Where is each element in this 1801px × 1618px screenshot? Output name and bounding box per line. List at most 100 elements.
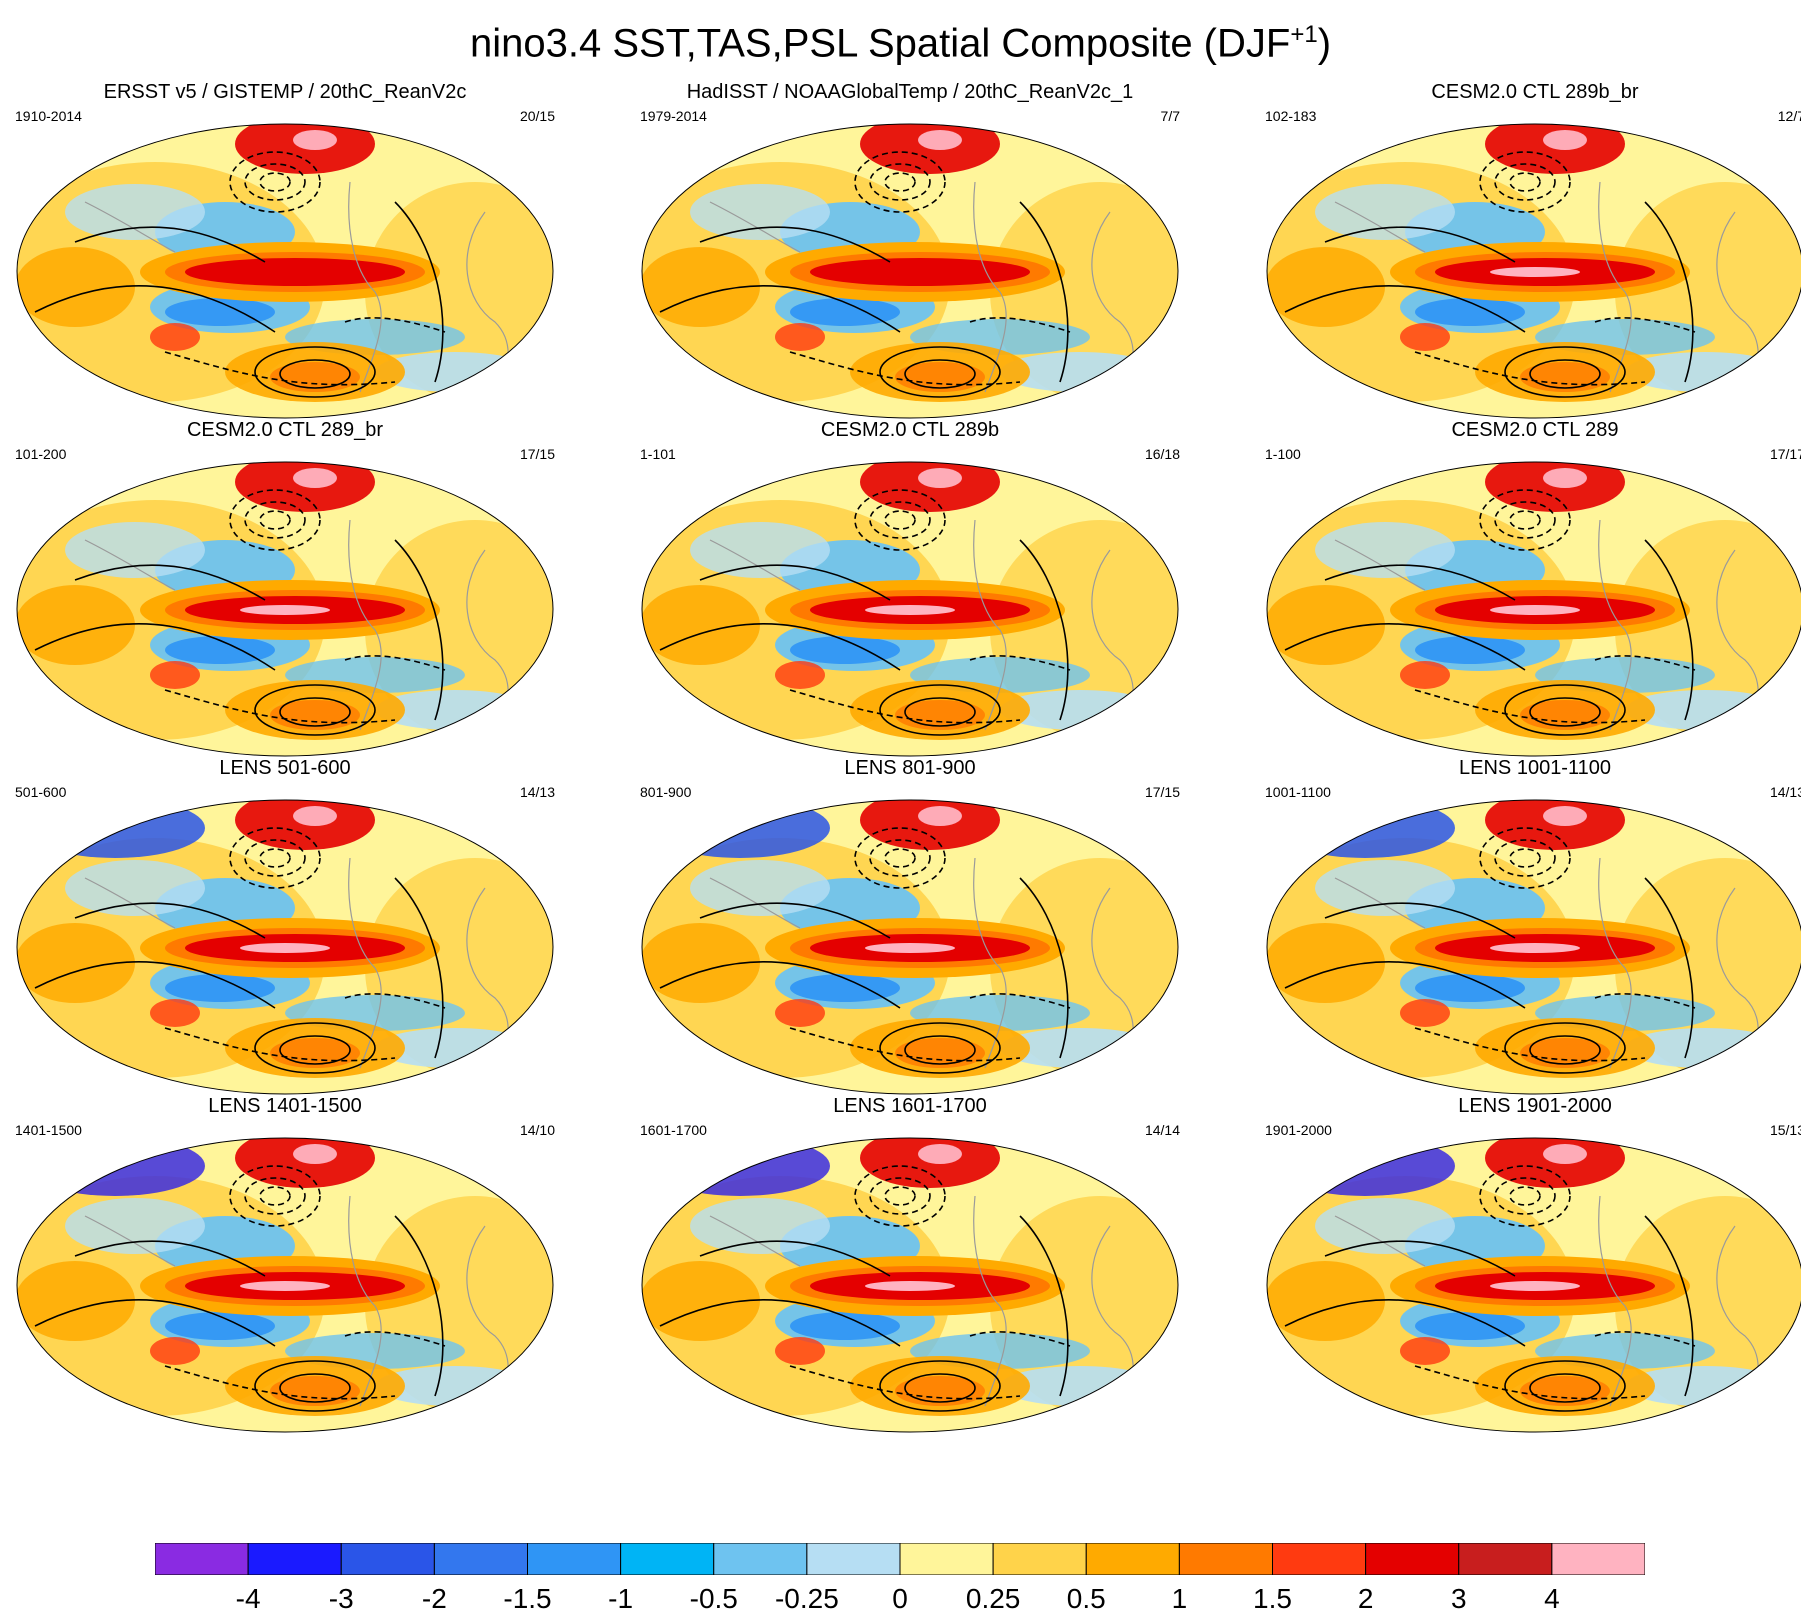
colorbar-tick-label: 3 [1450, 1583, 1467, 1614]
colorbar-tick-label: 0.25 [965, 1583, 1021, 1614]
anomaly-field [1267, 124, 1801, 418]
panel-period-label: 1979-2014 [640, 108, 707, 124]
map-panel: ERSST v5 / GISTEMP / 20thC_ReanV2c 1910-2… [5, 80, 565, 425]
anomaly-field [17, 124, 553, 418]
panel-title: LENS 1901-2000 [1458, 1095, 1612, 1117]
panel-title: CESM2.0 CTL 289b_br [1431, 81, 1639, 103]
figure-title-close: ) [1317, 21, 1332, 66]
colorbar-swatch [1272, 1543, 1367, 1575]
colorbar-tick-label: -1.5 [503, 1583, 552, 1614]
colorbar-swatch [713, 1543, 808, 1575]
map-panel: LENS 501-600 501-600 14/13 [5, 756, 565, 1101]
colorbar-swatch [1458, 1543, 1553, 1575]
panel-title: LENS 1001-1100 [1459, 757, 1611, 779]
map-panel: CESM2.0 CTL 289 1-100 17/17 [1255, 418, 1801, 763]
map-border [641, 123, 1179, 419]
colorbar-labels: -4 -3 -2 -1.5 -1 -0.5 -0.25 0 0.25 0.5 1 1.5 2 3 4 [0, 1583, 1801, 1615]
panel-period-label: 1001-1100 [1265, 784, 1331, 800]
colorbar-swatch [1085, 1543, 1180, 1575]
panel-title: ERSST v5 / GISTEMP / 20thC_ReanV2c [103, 81, 467, 103]
map-panel: LENS 1601-1700 1601-1700 14/14 [630, 1094, 1190, 1439]
panel-title: CESM2.0 CTL 289b [820, 419, 1000, 441]
colorbar-tick-label: -0.5 [689, 1583, 738, 1614]
panel-title: CESM2.0 CTL 289_br [186, 419, 383, 441]
colorbar-swatch [1178, 1543, 1273, 1575]
panel-period-label: 102-183 [1265, 108, 1317, 124]
anomaly-field [642, 124, 1178, 418]
map-border [1266, 123, 1801, 419]
colorbar-swatch [899, 1543, 994, 1575]
map-panel: CESM2.0 CTL 289b 1-101 16/18 [630, 418, 1190, 763]
panel-title: LENS 1601-1700 [833, 1095, 987, 1117]
panel-title: LENS 1401-1500 [208, 1095, 362, 1117]
map-border [16, 1137, 554, 1433]
colorbar-swatch [1551, 1543, 1645, 1575]
robinson-map [16, 123, 554, 419]
map-panel: CESM2.0 CTL 289b_br 102-183 12/7 [1255, 80, 1801, 425]
map-panel: LENS 1401-1500 1401-1500 14/10 [5, 1094, 565, 1439]
panel-period-label: 501-600 [15, 784, 67, 800]
colorbar-swatch [527, 1543, 622, 1575]
anomaly-field [642, 800, 1178, 1094]
map-border [1266, 1137, 1801, 1433]
panel-event-count: 17/17 [1769, 446, 1801, 462]
anomaly-field [1267, 1138, 1801, 1432]
panel-period-label: 1910-2014 [15, 108, 82, 124]
panel-period-label: 101-200 [15, 446, 67, 462]
colorbar-swatch [155, 1543, 249, 1575]
panel-event-count: 14/10 [519, 1122, 555, 1138]
panel-event-count: 15/13 [1769, 1122, 1801, 1138]
robinson-map [1266, 461, 1801, 757]
panel-event-count: 17/15 [519, 446, 555, 462]
colorbar-tick-label: 4 [1544, 1583, 1560, 1614]
robinson-map [16, 1137, 554, 1433]
panel-period-label: 1901-2000 [1265, 1122, 1332, 1138]
anomaly-field [17, 800, 553, 1094]
panel-period-label: 1601-1700 [640, 1122, 707, 1138]
map-border [16, 123, 554, 419]
colorbar-swatch [247, 1543, 342, 1575]
anomaly-field [642, 1138, 1178, 1432]
robinson-map [1266, 799, 1801, 1095]
colorbar-tick-label: -1 [608, 1583, 634, 1614]
colorbar-tick-label: 0.5 [1066, 1583, 1106, 1614]
panel-event-count: 16/18 [1144, 446, 1180, 462]
map-panel: HadISST / NOAAGlobalTemp / 20thC_ReanV2c… [630, 80, 1190, 425]
figure-title: nino3.4 SST,TAS,PSL Spatial Composite (D… [0, 10, 1801, 68]
colorbar-tick-label: 2 [1357, 1583, 1374, 1614]
panel-title: HadISST / NOAAGlobalTemp / 20thC_ReanV2c… [686, 81, 1134, 103]
panel-period-label: 801-900 [640, 784, 692, 800]
panel-event-count: 7/7 [1160, 108, 1180, 124]
map-border [641, 461, 1179, 757]
robinson-map [16, 461, 554, 757]
panel-period-label: 1-101 [640, 446, 676, 462]
colorbar-swatch [806, 1543, 901, 1575]
robinson-map [1266, 123, 1801, 419]
panel-period-label: 1-100 [1265, 446, 1301, 462]
robinson-map [641, 461, 1179, 757]
colorbar-swatch [433, 1543, 528, 1575]
map-border [1266, 799, 1801, 1095]
colorbar [155, 1543, 1645, 1575]
panel-event-count: 14/13 [1769, 784, 1801, 800]
anomaly-field [642, 462, 1178, 756]
colorbar-swatch [992, 1543, 1087, 1575]
colorbar-swatch [1365, 1543, 1460, 1575]
map-border [641, 799, 1179, 1095]
figure-title-superscript: +1 [1290, 21, 1318, 48]
robinson-map [641, 123, 1179, 419]
robinson-map [641, 799, 1179, 1095]
colorbar-tick-label: -4 [235, 1583, 261, 1614]
panel-event-count: 12/7 [1777, 108, 1801, 124]
colorbar-swatch [340, 1543, 435, 1575]
panel-title: CESM2.0 CTL 289 [1451, 419, 1619, 441]
figure-title-text: nino3.4 SST,TAS,PSL Spatial Composite (D… [469, 21, 1291, 66]
anomaly-field [1267, 462, 1801, 756]
panel-title: LENS 501-600 [219, 757, 351, 779]
colorbar-tick-label: 1.5 [1253, 1583, 1292, 1614]
robinson-map [1266, 1137, 1801, 1433]
panel-title: LENS 801-900 [844, 757, 976, 779]
panel-period-label: 1401-1500 [15, 1122, 82, 1138]
panel-event-count: 14/14 [1144, 1122, 1180, 1138]
colorbar-tick-label: -2 [421, 1583, 447, 1614]
